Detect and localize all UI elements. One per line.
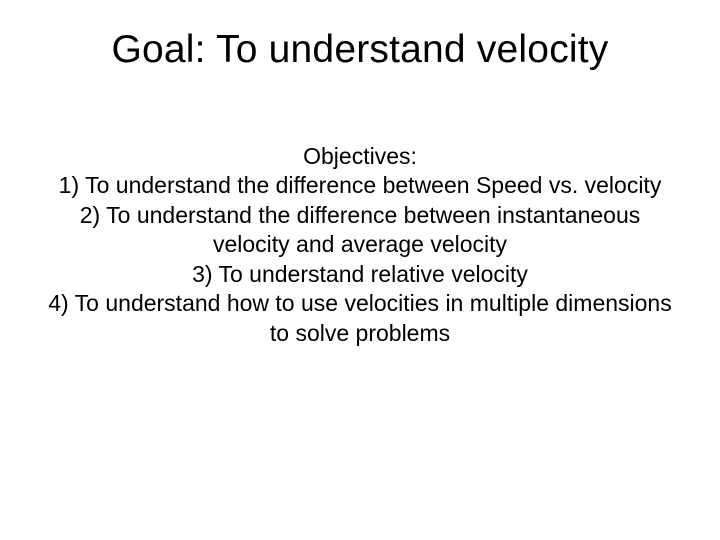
objective-item: 4) To understand how to use velocities i… <box>48 289 672 348</box>
objective-item: 1) To understand the difference between … <box>48 171 672 200</box>
objective-item: 2) To understand the difference between … <box>48 201 672 260</box>
slide: Goal: To understand velocity Objectives:… <box>0 0 720 540</box>
objectives-label: Objectives: <box>48 142 672 171</box>
objective-item: 3) To understand relative velocity <box>48 260 672 289</box>
slide-body: Objectives: 1) To understand the differe… <box>48 142 672 348</box>
slide-title: Goal: To understand velocity <box>48 28 672 72</box>
